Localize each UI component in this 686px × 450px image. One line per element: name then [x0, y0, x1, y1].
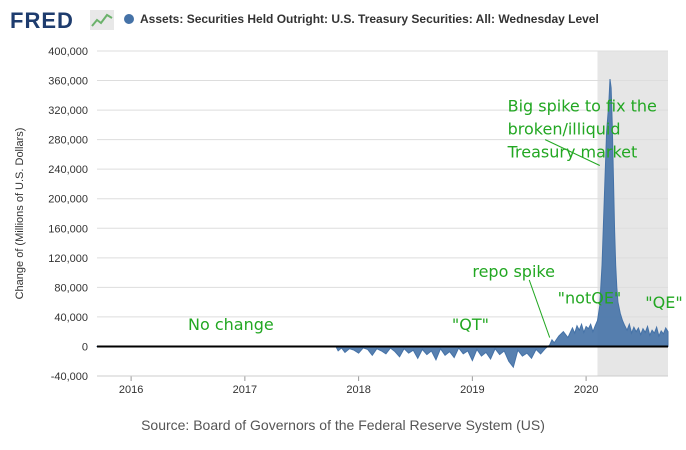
- fred-logo-chart-icon: [90, 10, 114, 30]
- y-tick-label: 120,000: [48, 253, 88, 265]
- x-tick-label: 2017: [233, 384, 257, 396]
- header: FRED Assets: Securities Held Outright: U…: [0, 0, 686, 40]
- series-title: Assets: Securities Held Outright: U.S. T…: [140, 12, 599, 26]
- annotation-pointer: [528, 279, 551, 338]
- annotation-text: "QT": [452, 315, 489, 334]
- y-tick-label: 360,000: [48, 76, 88, 88]
- y-tick-label: 40,000: [54, 312, 88, 324]
- y-tick-label: 280,000: [48, 135, 88, 147]
- x-tick-label: 2018: [346, 384, 370, 396]
- y-tick-label: 80,000: [54, 282, 88, 294]
- x-tick-label: 2020: [574, 384, 598, 396]
- chart: -40,000 0 40,000 80,000 120,000 160,000 200,00…: [14, 46, 683, 396]
- annotation-text: "notQE": [558, 289, 622, 308]
- y-tick-label: 160,000: [48, 223, 88, 235]
- legend: Assets: Securities Held Outright: U.S. T…: [124, 12, 599, 26]
- y-tick-label: 200,000: [48, 194, 88, 206]
- y-tick-label: 0: [82, 341, 88, 353]
- annotation-text: broken/illiquid: [508, 119, 621, 138]
- annotation-text: "QE": [645, 293, 682, 312]
- legend-series-marker: [124, 14, 134, 24]
- annotation-text: No change: [188, 315, 274, 334]
- annotation-text: repo spike: [472, 262, 555, 281]
- y-tick-label: 320,000: [48, 105, 88, 117]
- y-tick-label: -40,000: [51, 371, 88, 383]
- series-area: [96, 79, 669, 369]
- source-note: Source: Board of Governors of the Federa…: [141, 417, 545, 433]
- annotation-text: Big spike to fix the: [508, 97, 657, 116]
- y-tick-label: 400,000: [48, 46, 88, 58]
- y-tick-label: 240,000: [48, 164, 88, 176]
- annotation-pointer: [544, 139, 600, 166]
- fred-logo[interactable]: FRED: [10, 8, 74, 33]
- x-tick-label: 2019: [460, 384, 484, 396]
- y-axis-label: Change of (Millions of U.S. Dollars): [14, 128, 26, 300]
- x-tick-label: 2016: [119, 384, 143, 396]
